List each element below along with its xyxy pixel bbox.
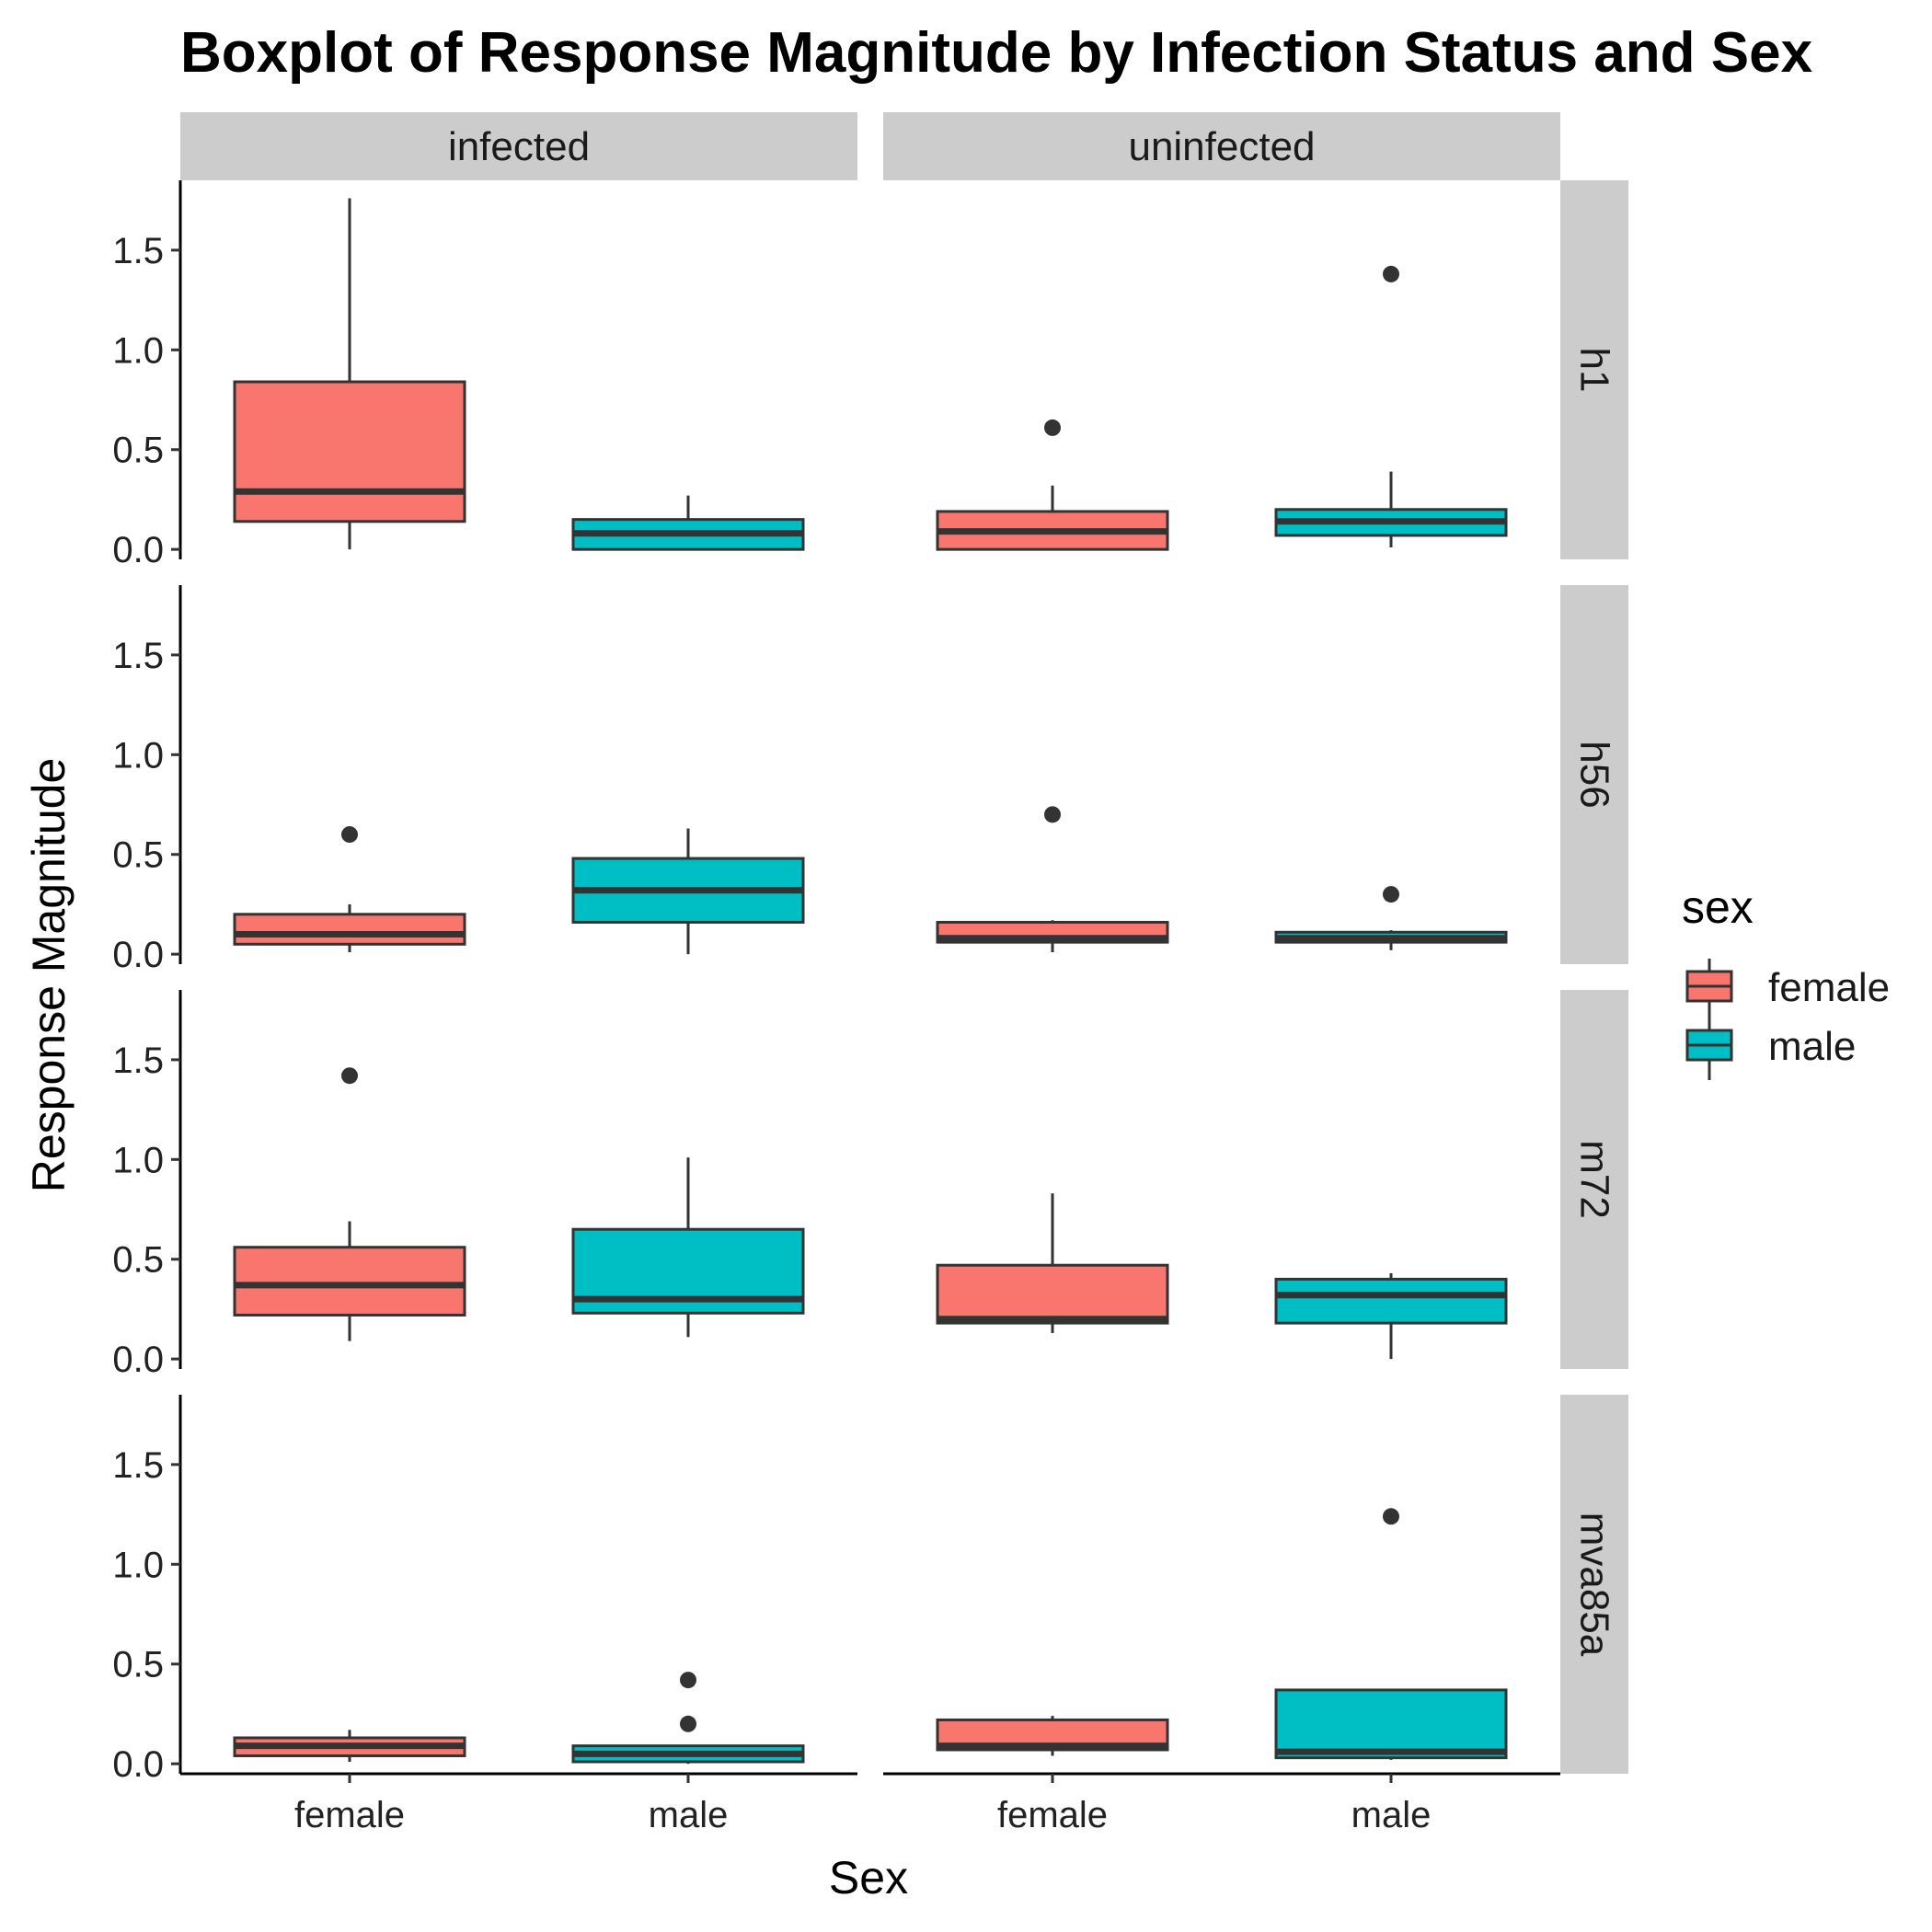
outlier-point xyxy=(341,1067,358,1085)
outlier-point xyxy=(680,1672,696,1689)
outlier-point xyxy=(1383,1508,1399,1525)
y-tick-label: 1.5 xyxy=(112,1445,164,1486)
outlier-point xyxy=(341,826,358,844)
outlier-point xyxy=(1383,886,1399,903)
outlier-point xyxy=(1044,806,1061,823)
legend-entry-female: female xyxy=(1685,959,1890,1021)
y-tick-label: 0.5 xyxy=(112,835,164,876)
panels: infected uninfected h1 h56 m72 mva85a 0.0 0.5 1.… xyxy=(112,112,1628,1835)
y-tick-label: 1.0 xyxy=(112,1140,164,1180)
facet-label-h56: h56 xyxy=(1572,741,1617,808)
legend-entry-male: male xyxy=(1685,1018,1856,1080)
x-tick-label: female xyxy=(997,1795,1108,1835)
y-tick-label: 0.0 xyxy=(112,1340,164,1380)
box-m72-uninfected-female xyxy=(936,1193,1169,1333)
facet-strip-m72 xyxy=(1560,990,1628,1369)
box-mva85a-infected-male xyxy=(571,1672,805,1765)
box-m72-infected-male xyxy=(571,1157,805,1338)
box-iqr xyxy=(233,380,466,523)
box-mva85a-uninfected-male xyxy=(1274,1508,1508,1760)
facet-label-infected: infected xyxy=(448,124,590,169)
y-tick-label: 1.5 xyxy=(112,231,164,271)
box-h56-infected-female xyxy=(233,826,466,952)
box-mva85a-uninfected-female xyxy=(936,1716,1169,1756)
box-h56-uninfected-female xyxy=(936,806,1169,952)
y-tick-label: 0.0 xyxy=(112,530,164,570)
legend-label: male xyxy=(1768,1024,1856,1069)
box-h56-infected-male xyxy=(571,828,805,955)
box-iqr xyxy=(936,1263,1169,1325)
facet-label-m72: m72 xyxy=(1572,1140,1617,1219)
y-tick-label: 0.0 xyxy=(112,1744,164,1785)
legend-title: sex xyxy=(1682,881,1754,933)
x-tick-label: male xyxy=(1351,1795,1432,1835)
outlier-point xyxy=(1383,265,1399,282)
outlier-point xyxy=(1044,419,1061,436)
y-tick-label: 0.5 xyxy=(112,431,164,471)
y-tick-label: 1.5 xyxy=(112,1041,164,1081)
x-tick-label: male xyxy=(649,1795,729,1835)
box-h1-uninfected-female xyxy=(936,419,1169,551)
box-iqr xyxy=(1274,1277,1508,1325)
chart-title: Boxplot of Response Magnitude by Infecti… xyxy=(180,21,1813,85)
legend-label: female xyxy=(1768,965,1890,1010)
y-tick-label: 0.0 xyxy=(112,935,164,975)
y-tick-label: 1.5 xyxy=(112,636,164,676)
box-iqr xyxy=(233,1246,466,1317)
facet-strip-uninfected xyxy=(883,112,1560,180)
box-m72-uninfected-male xyxy=(1274,1272,1508,1360)
facet-strip-infected xyxy=(180,112,857,180)
facet-strip-mva85a xyxy=(1560,1395,1628,1774)
y-tick-label: 1.0 xyxy=(112,735,164,776)
box-h56-uninfected-male xyxy=(1274,886,1508,950)
legend: sex female male xyxy=(1682,881,1890,1080)
facet-label-mva85a: mva85a xyxy=(1572,1512,1617,1657)
y-tick-label: 0.5 xyxy=(112,1240,164,1281)
box-iqr xyxy=(233,913,466,946)
box-h1-uninfected-male xyxy=(1274,265,1508,547)
y-tick-label: 1.0 xyxy=(112,330,164,371)
facet-label-uninfected: uninfected xyxy=(1128,124,1315,169)
box-iqr xyxy=(1274,1688,1508,1760)
y-axis-title: Response Magnitude xyxy=(23,758,75,1193)
outlier-point xyxy=(680,1715,696,1732)
x-tick-label: female xyxy=(294,1795,405,1835)
y-tick-label: 1.0 xyxy=(112,1545,164,1585)
y-tick-label: 0.5 xyxy=(112,1645,164,1685)
box-h1-infected-male xyxy=(571,495,805,551)
box-h1-infected-female xyxy=(233,198,466,550)
x-axis-title: Sex xyxy=(829,1852,908,1903)
box-mva85a-infected-female xyxy=(233,1730,466,1762)
facet-label-h1: h1 xyxy=(1572,348,1617,393)
facet-strip-h56 xyxy=(1560,585,1628,964)
box-m72-infected-female xyxy=(233,1067,466,1341)
facet-strip-h1 xyxy=(1560,180,1628,559)
